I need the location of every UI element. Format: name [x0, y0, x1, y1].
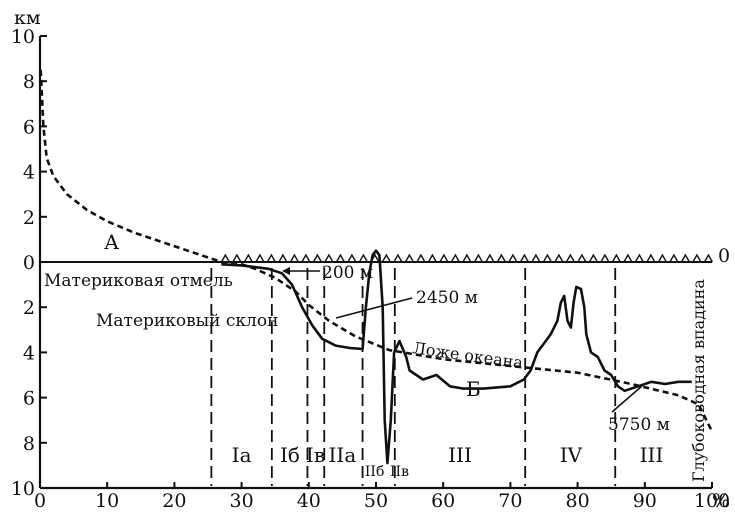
- y-tick-label: 10: [11, 26, 35, 48]
- zone-label: Iб: [280, 443, 300, 467]
- x-tick-label: 40: [297, 490, 321, 512]
- sea-level-waves: [220, 253, 714, 263]
- x-tick-label: 100: [694, 490, 730, 512]
- depth-2450-label: 2450 м: [416, 288, 478, 308]
- y-tick-label: 8: [23, 433, 35, 455]
- x-tick-label: 70: [498, 490, 522, 512]
- zone-label: III: [640, 443, 664, 467]
- x-tick-label: 80: [566, 490, 590, 512]
- x-axis-unit: %: [712, 490, 730, 512]
- zone-label: Iа: [232, 443, 252, 467]
- y-tick-label: 0: [23, 252, 35, 274]
- depth-5750-label: 5750 м: [608, 415, 670, 435]
- x-tick-label: 10: [95, 490, 119, 512]
- x-tick-label: 50: [364, 490, 388, 512]
- leader-5750: [611, 385, 643, 413]
- x-tick-label: 30: [230, 490, 254, 512]
- sea-surface-wave: [220, 253, 714, 263]
- x-tick-label: 90: [633, 490, 657, 512]
- zone-label: III: [448, 443, 472, 467]
- zone-label: IIа: [329, 443, 357, 467]
- zone-dividers: [210, 268, 617, 486]
- sea-level-label: 0: [718, 245, 730, 267]
- y-tick-label: 4: [23, 342, 35, 364]
- y-tick-label: 2: [23, 207, 35, 229]
- zone-label: IIб: [365, 464, 385, 480]
- y-tick-label: 2: [23, 297, 35, 319]
- trench-label: Глубоководная впадина: [689, 279, 708, 482]
- arrow-200-icon: [282, 267, 290, 275]
- x-tick-label: 60: [431, 490, 455, 512]
- y-axis-unit: км: [14, 7, 41, 29]
- zone-labels: Iа Iб Iв IIа IIб IIв III IV III: [232, 443, 664, 480]
- x-tick-label: 20: [162, 490, 186, 512]
- zone-label: IIв: [390, 464, 409, 480]
- series-lines: [39, 69, 714, 465]
- shelf-label: Материковая отмель: [44, 271, 233, 291]
- leader-2450: [335, 297, 413, 319]
- y-tick-label: 4: [23, 162, 35, 184]
- series-label-b: Б: [466, 377, 481, 401]
- series-line-b: [221, 249, 692, 465]
- leader-lines: [282, 267, 643, 413]
- series-line-a: [39, 69, 714, 433]
- ocean-floor-label: Ложе океана: [411, 338, 524, 372]
- y-tick-label: 6: [23, 116, 35, 138]
- slope-label: Материковый склон: [96, 311, 278, 331]
- y-tick-label: 8: [23, 71, 35, 93]
- x-tick-label: 0: [34, 490, 46, 512]
- series-label-a: А: [104, 230, 119, 254]
- y-tick-label: 6: [23, 388, 35, 410]
- zone-label: IV: [560, 443, 583, 467]
- depth-200-label: 200 м: [322, 263, 373, 283]
- y-tick-label: 10: [11, 478, 35, 500]
- zone-label: Iв: [306, 443, 325, 467]
